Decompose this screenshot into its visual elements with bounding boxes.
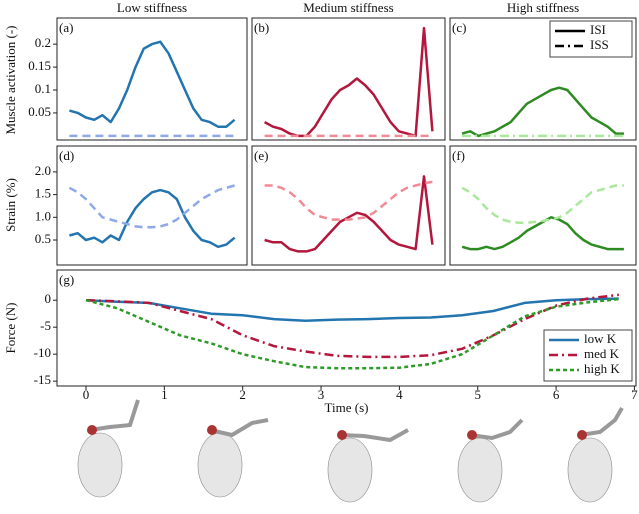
y-tick-label: 1.5 [35,186,51,201]
x-axis-label: Time (s) [325,400,369,415]
legend-box [549,20,633,58]
plot-frame [56,145,248,266]
panel-label: (b) [254,20,269,35]
column-title: Medium stiffness [303,0,393,15]
series-line [264,180,433,221]
x-tick-label: 7 [631,387,638,402]
column-title: Low stiffness [117,0,187,15]
plot-frame [56,269,637,387]
series-line [85,297,619,322]
y-tick-label: 0.2 [35,35,51,50]
panel-label: (f) [452,148,465,163]
x-tick-label: 3 [318,387,325,402]
y-axis-label: Force (N) [3,303,18,354]
panel-label: (c) [452,20,466,35]
skeletons [77,399,624,503]
x-tick-label: 2 [239,387,246,402]
x-tick-label: 1 [161,387,168,402]
series-line [85,293,619,359]
panel-label: (a) [59,20,73,35]
x-tick-label: 0 [83,387,90,402]
column-title: High stiffness [507,0,579,15]
panel-label: (g) [59,272,74,287]
y-tick-label: 0.15 [28,58,51,73]
y-tick-label: 0 [45,291,52,306]
y-tick-label: 1.0 [35,208,51,223]
plot-frame [251,145,446,266]
y-tick-label: -15 [34,372,51,387]
y-tick-label: -5 [40,318,51,333]
plot-frame [56,17,248,141]
plot-frame [251,17,446,141]
x-tick-label: 4 [396,387,403,402]
legend-box [543,329,633,382]
series-line [263,26,434,138]
x-tick-label: 6 [553,387,560,402]
series-line [264,175,434,253]
series-line [461,86,624,138]
x-tick-label: 5 [474,387,481,402]
legend-label: med K [584,346,620,361]
panel-label: (d) [59,148,74,163]
legend-label: low K [584,331,617,346]
series-line [69,40,236,128]
y-tick-label: 0.1 [35,81,51,96]
series-line [461,184,624,225]
y-axis-label: Strain (%) [3,178,18,232]
y-axis-label: Muscle activation (-) [3,25,18,134]
legend-label: ISS [590,37,609,52]
plot-frame [449,17,637,141]
series-line [69,188,236,249]
panel-label: (e) [254,148,268,163]
legend-label: ISI [590,22,606,37]
y-tick-label: -10 [34,345,51,360]
series-line [85,297,619,370]
series-line [68,184,235,229]
y-tick-label: 2.0 [35,163,51,178]
plot-frame [449,145,637,266]
y-tick-label: 0.5 [35,231,51,246]
legend-label: high K [584,361,620,376]
y-tick-label: 0.05 [28,104,51,119]
